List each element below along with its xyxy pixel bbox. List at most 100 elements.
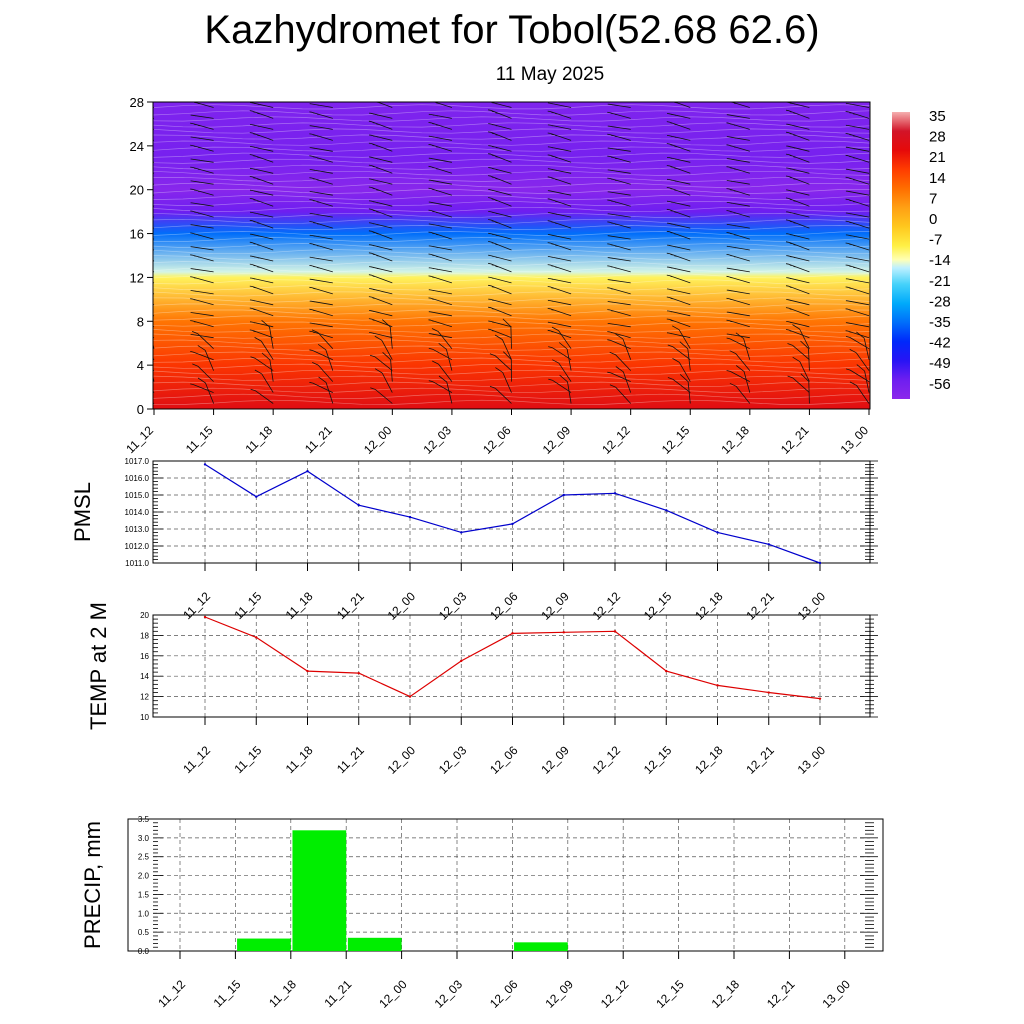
- xtick-label: 12_06: [487, 977, 521, 1011]
- colorbar-label: 21: [929, 149, 946, 166]
- heatmap-ytick-label: 16: [130, 227, 144, 242]
- heatmap-ytick-label: 0: [137, 402, 144, 417]
- precip-bar: [347, 937, 402, 951]
- data-point: [255, 636, 258, 639]
- data-point: [562, 493, 565, 497]
- temp-panel: 10 12 14 16 18 20 11_12 11_15 11_18 11_21 12_00 12_…: [86, 602, 878, 777]
- heatmap-xtick-label: 13_00: [838, 423, 872, 457]
- xtick-label: 11_15: [211, 977, 244, 1010]
- xtick-label: 12_09: [538, 589, 572, 623]
- data-point: [203, 463, 207, 466]
- data-point: [767, 543, 770, 546]
- ytick-label: 1013.0: [125, 525, 150, 534]
- data-point: [203, 615, 207, 619]
- ytick-label: 1017.0: [125, 457, 150, 466]
- page-title: Kazhydromet for Tobol(52.68 62.6): [204, 8, 820, 52]
- xtick-label: 11_21: [321, 977, 354, 1010]
- xtick-label: 12_18: [709, 977, 743, 1011]
- xtick-label: 11_21: [334, 589, 367, 622]
- xtick-label: 13_00: [795, 743, 829, 777]
- heatmap-ytick-label: 28: [130, 95, 144, 110]
- precip-bar: [237, 938, 291, 951]
- heatmap-xtick-label: 11_18: [242, 423, 275, 456]
- data-point: [818, 697, 822, 700]
- grid-lines: [153, 818, 870, 952]
- heatmap-xtick-label: 12_12: [599, 423, 633, 457]
- ytick-label: 1011.0: [125, 559, 149, 568]
- xtick-label: 12_21: [764, 977, 798, 1011]
- y-axis-label: TEMP at 2 M: [86, 602, 111, 730]
- xtick-label: 11_15: [232, 589, 265, 622]
- data-point: [408, 515, 412, 519]
- precip-panel: 0.0 0.5 1.0 1.5 2.0 2.5 3.0 3.5 11_12 11_15 11_18 1…: [80, 815, 884, 1011]
- data-point: [306, 669, 309, 673]
- heatmap-xtick-label: 12_15: [659, 423, 693, 457]
- heatmap-ytick-label: 12: [130, 270, 144, 285]
- heatmap-xtick-label: 12_00: [361, 423, 395, 457]
- colorbar-label: 14: [929, 170, 946, 187]
- data-point: [460, 531, 463, 534]
- ytick-label: 20: [140, 611, 149, 620]
- data-point: [562, 631, 565, 634]
- xtick-label: 12_21: [743, 589, 777, 623]
- xtick-label: 12_15: [653, 977, 687, 1011]
- ytick-label: 0.5: [138, 928, 150, 937]
- heatmap-xtick-label: 12_06: [480, 423, 514, 457]
- ytick-label: 12: [140, 693, 149, 702]
- temperature-field: [153, 102, 870, 409]
- colorbar-label: 28: [929, 129, 946, 146]
- data-point: [460, 659, 463, 663]
- ytick-label: 2.5: [138, 853, 150, 862]
- colorbar-label: -35: [929, 314, 951, 331]
- heatmap-xtick-label: 12_03: [421, 423, 455, 457]
- heatmap-xtick-label: 11_21: [302, 423, 335, 456]
- colorbar-label: -14: [929, 252, 951, 269]
- heatmap-xtick-label: 12_21: [778, 423, 812, 457]
- colorbar-label: -42: [929, 335, 951, 352]
- xtick-label: 12_06: [487, 743, 521, 777]
- ytick-label: 1015.0: [125, 491, 150, 500]
- y-axis-label: PRECIP, mm: [80, 821, 105, 949]
- colorbar: 35 28 21 14 7 0 -7 -14 -21 -28 -35 -42 -49 -56: [892, 108, 951, 399]
- data-point: [767, 691, 770, 694]
- minor-ticks: [153, 614, 878, 718]
- grid-lines: [153, 614, 870, 718]
- heatmap-ytick-label: 24: [130, 139, 144, 154]
- heatmap-xtick-label: 11_15: [183, 423, 216, 456]
- xtick-label: 12_00: [385, 743, 419, 777]
- data-point: [665, 509, 668, 512]
- xtick-label: 11_12: [180, 743, 213, 776]
- wind-barbs: [153, 102, 870, 404]
- data-point: [357, 504, 360, 507]
- xtick-label: 12_09: [538, 743, 572, 777]
- y-axis-label: PMSL: [70, 482, 95, 542]
- xtick-label: 12_12: [590, 589, 624, 623]
- minor-ticks: [153, 818, 878, 952]
- colorbar-label: 35: [929, 108, 946, 125]
- colorbar-label: -7: [929, 232, 942, 249]
- xtick-label: 11_12: [155, 977, 188, 1010]
- data-point: [818, 561, 822, 565]
- ytick-label: 0.0: [138, 947, 150, 956]
- ytick-label: 3.5: [138, 815, 150, 824]
- data-point: [306, 470, 309, 473]
- colorbar-label: -49: [929, 355, 951, 372]
- heatmap-xtick-label: 11_12: [123, 423, 156, 456]
- colorbar-label: -28: [929, 293, 951, 310]
- data-point: [716, 531, 719, 534]
- data-point: [255, 495, 258, 498]
- panel-frame: [152, 614, 871, 718]
- precip-bar: [514, 942, 568, 951]
- xtick-label: 12_00: [385, 589, 419, 623]
- xtick-label: 12_06: [487, 589, 521, 623]
- ytick-label: 1012.0: [125, 542, 150, 551]
- data-point: [511, 632, 514, 635]
- minor-ticks: [153, 460, 878, 564]
- xtick-label: 13_00: [795, 589, 829, 623]
- xtick-label: 12_15: [641, 743, 675, 777]
- xtick-label: 12_18: [692, 589, 726, 623]
- data-point: [511, 522, 514, 526]
- heatmap-xtick-label: 12_18: [718, 423, 752, 457]
- ytick-label: 16: [140, 652, 149, 661]
